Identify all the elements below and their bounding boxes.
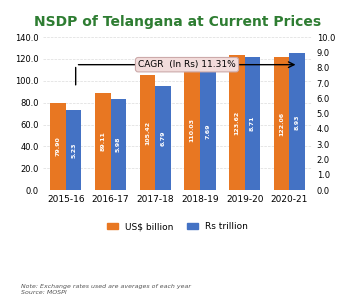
Text: 110.03: 110.03 [190,118,195,142]
Bar [245,57,260,190]
Bar [95,93,111,190]
Text: 7.69: 7.69 [205,124,210,139]
Text: 5.98: 5.98 [116,137,121,152]
Bar [66,110,82,190]
Text: CAGR  (In Rs) 11.31%: CAGR (In Rs) 11.31% [138,60,236,69]
Bar [229,55,245,190]
Text: 105.42: 105.42 [145,120,150,145]
Text: 5.23: 5.23 [71,142,76,158]
Title: NSDP of Telangana at Current Prices: NSDP of Telangana at Current Prices [34,15,321,29]
Text: 79.90: 79.90 [56,137,61,156]
Text: 8.71: 8.71 [250,116,255,131]
Text: 8.93: 8.93 [295,114,300,130]
Legend: US$ billion, Rs trillion: US$ billion, Rs trillion [104,218,252,235]
Text: 123.62: 123.62 [234,111,239,135]
Bar [184,70,200,190]
Bar [289,54,305,190]
Bar [274,57,289,190]
Bar [140,75,155,190]
Bar [155,86,171,190]
Text: 6.79: 6.79 [161,131,166,146]
Text: 122.06: 122.06 [279,111,284,136]
Text: 89.11: 89.11 [100,132,105,151]
Text: Note: Exchange rates used are averages of each year
Source: MOSPI: Note: Exchange rates used are averages o… [21,284,191,295]
Bar [200,72,216,190]
Bar [50,103,66,190]
Bar [111,99,126,190]
